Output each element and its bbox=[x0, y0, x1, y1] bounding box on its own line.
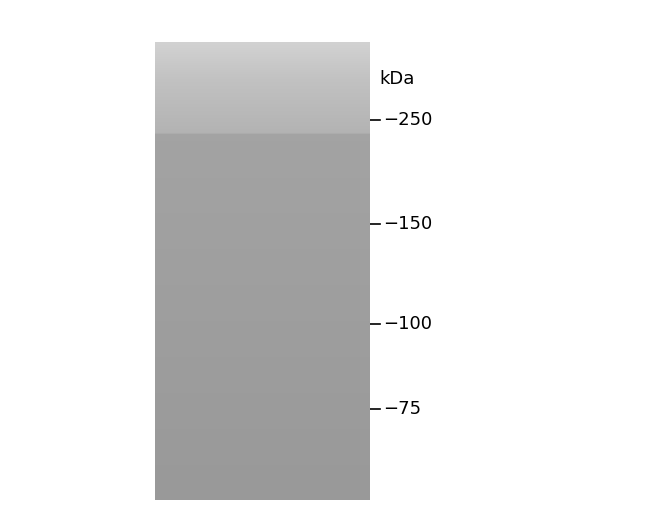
Text: −75: −75 bbox=[384, 400, 422, 418]
Text: −150: −150 bbox=[384, 215, 433, 233]
Text: kDa: kDa bbox=[380, 70, 415, 88]
Text: 2: 2 bbox=[307, 69, 320, 89]
Text: −100: −100 bbox=[384, 315, 432, 333]
Text: −250: −250 bbox=[384, 111, 433, 129]
Text: 1: 1 bbox=[237, 69, 251, 89]
